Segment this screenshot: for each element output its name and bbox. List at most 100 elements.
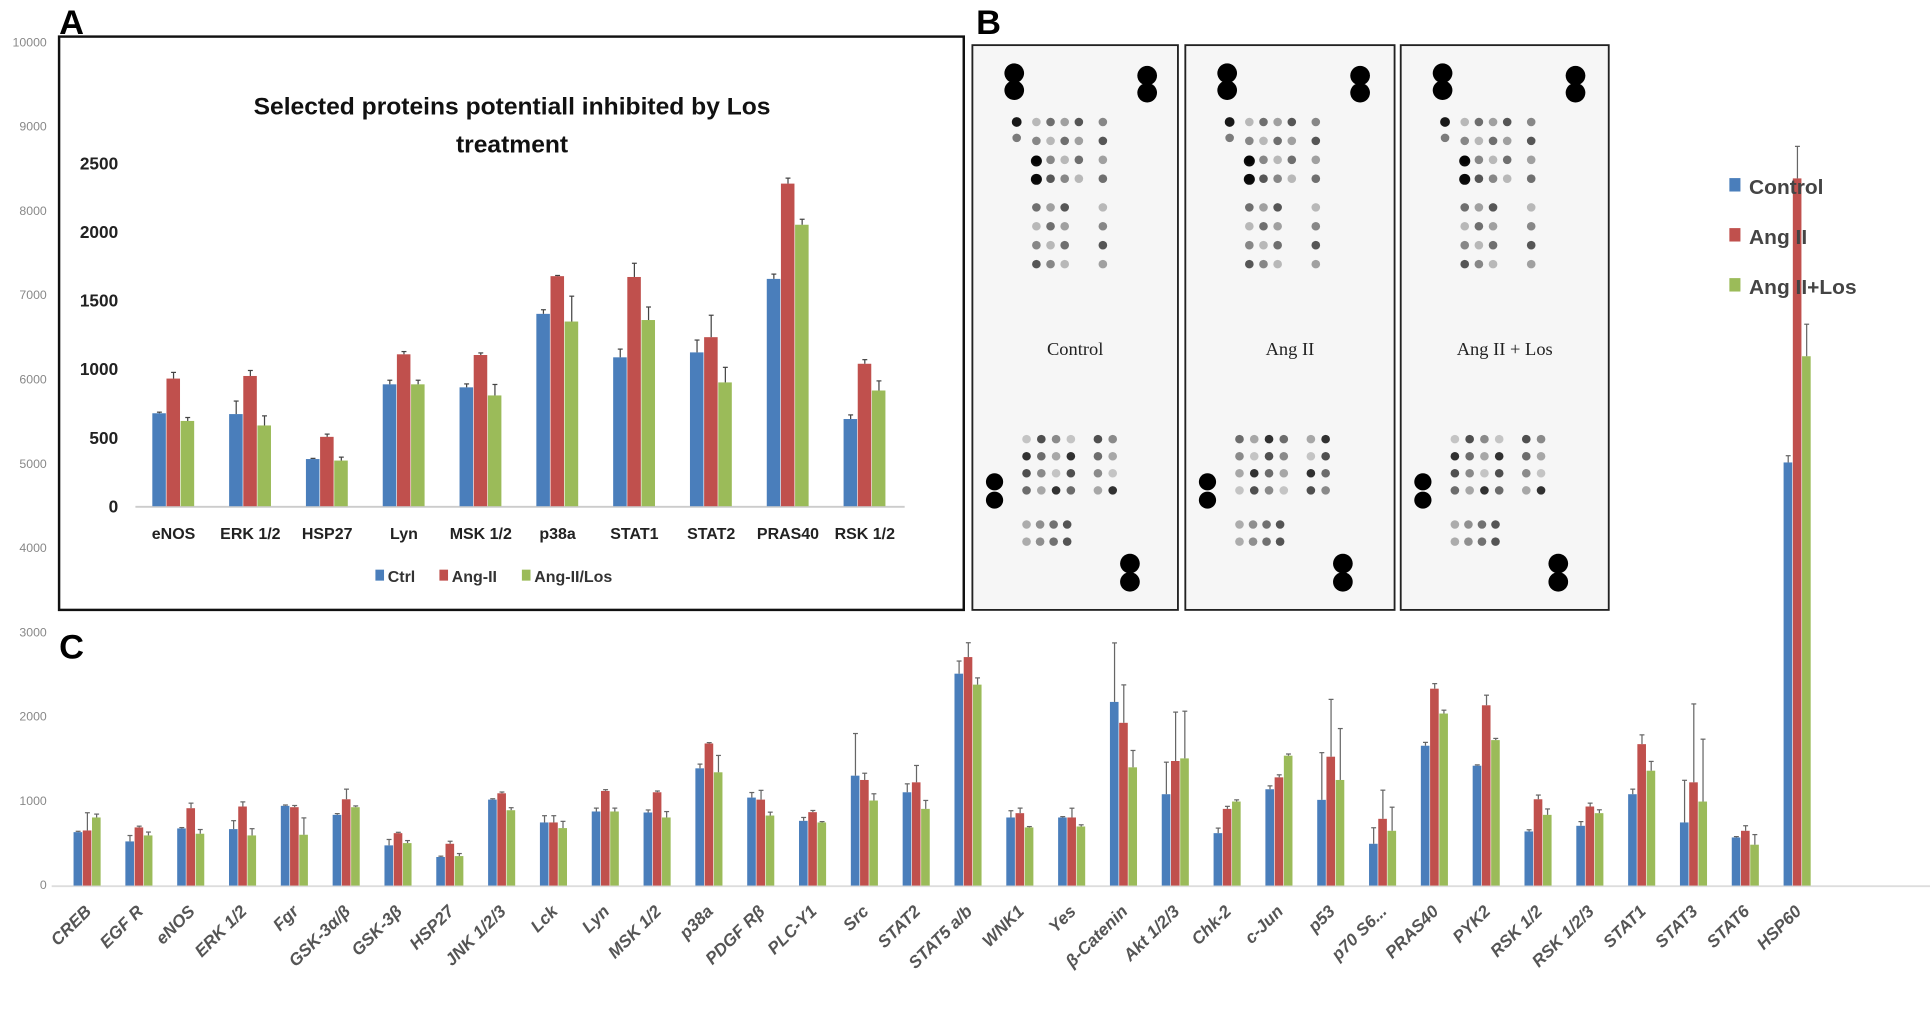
bar-ang-ii-los bbox=[558, 828, 567, 886]
blot-spot bbox=[1432, 63, 1453, 83]
category-label: ERK 1/2 bbox=[220, 526, 281, 543]
blot-spot bbox=[1235, 486, 1244, 495]
bar-ang-ii bbox=[320, 436, 334, 507]
bar-ang-ii-los bbox=[1439, 713, 1448, 886]
bar-ang-ii bbox=[704, 337, 718, 507]
bar-ang-ii bbox=[1015, 813, 1025, 886]
bar-ang-ii bbox=[243, 375, 257, 507]
blot-spot bbox=[1012, 133, 1022, 143]
blot-spot bbox=[1046, 174, 1055, 183]
blot-spot bbox=[1066, 486, 1076, 495]
blot-spot bbox=[1311, 259, 1321, 269]
blot-spot bbox=[1477, 520, 1487, 529]
blot-spot bbox=[1243, 155, 1255, 167]
blot-spot bbox=[1022, 486, 1031, 495]
category-label: STAT2 bbox=[687, 526, 735, 543]
blot-spot bbox=[1460, 136, 1470, 146]
blot-spot bbox=[1321, 434, 1330, 444]
category-label: Lck bbox=[526, 900, 562, 936]
blot-spot bbox=[1249, 469, 1259, 478]
blot-spot bbox=[1098, 203, 1108, 212]
y-tick-label: 500 bbox=[89, 428, 118, 448]
category-label: HSP27 bbox=[302, 526, 353, 543]
blot-spot bbox=[1037, 469, 1046, 478]
category-label: WNK1 bbox=[978, 901, 1028, 951]
bar-ang-ii bbox=[860, 779, 869, 886]
blot-spot bbox=[1450, 469, 1460, 478]
blot-spot bbox=[1120, 553, 1140, 574]
bar-ang-ii bbox=[1222, 808, 1232, 886]
panel-label-c: C bbox=[59, 629, 84, 667]
blot-spot bbox=[1120, 572, 1140, 592]
blot-spot bbox=[1488, 203, 1498, 212]
blot-spot bbox=[1488, 117, 1498, 127]
blot-spot bbox=[1333, 572, 1353, 592]
bar-ang-ii-los bbox=[1076, 826, 1086, 886]
legend-swatch bbox=[375, 569, 385, 581]
blot-spot bbox=[1032, 240, 1041, 250]
blot-spot bbox=[1273, 259, 1282, 269]
blot-spot bbox=[1273, 240, 1282, 250]
blot-spot bbox=[1066, 469, 1076, 478]
blot-spot bbox=[1350, 65, 1370, 86]
category-label: STAT3 bbox=[1651, 901, 1702, 952]
bar-ctrl bbox=[382, 384, 397, 507]
blot-spot bbox=[1526, 136, 1536, 146]
blot-spot bbox=[1259, 117, 1268, 127]
bar-control bbox=[1369, 843, 1378, 886]
bar-control bbox=[1006, 817, 1015, 886]
blot-spot bbox=[1032, 117, 1041, 127]
blot-spot bbox=[1093, 486, 1103, 495]
bar-ang-ii-los bbox=[334, 460, 348, 507]
blot-spot bbox=[1306, 451, 1316, 461]
blot-spot bbox=[1037, 434, 1046, 444]
category-label: PRAS40 bbox=[757, 526, 819, 543]
blot-spot bbox=[1460, 259, 1470, 269]
bar-ang-ii bbox=[1119, 722, 1128, 886]
blot-membrane bbox=[1184, 44, 1396, 611]
blot-spot bbox=[1287, 174, 1297, 183]
blot-spot bbox=[1051, 434, 1061, 444]
category-label: p38a bbox=[674, 901, 717, 944]
blot-spot bbox=[1046, 117, 1055, 127]
bar-ang-ii bbox=[166, 378, 181, 507]
blot-spot bbox=[1245, 136, 1254, 146]
blot-spot bbox=[1074, 136, 1084, 146]
category-label: PYK2 bbox=[1448, 901, 1494, 947]
bar-control bbox=[1161, 794, 1171, 886]
legend-label: Ctrl bbox=[388, 569, 416, 586]
blot-spot bbox=[1032, 136, 1041, 146]
category-label: p38a bbox=[539, 526, 576, 543]
blot-spot bbox=[1488, 259, 1498, 269]
blot-spot bbox=[1046, 259, 1055, 269]
y-tick-label: 3000 bbox=[19, 625, 47, 639]
blot-spot bbox=[1450, 451, 1460, 461]
bar-control bbox=[488, 799, 497, 886]
category-label: PLC-Y1 bbox=[763, 901, 821, 958]
blot-spot bbox=[1249, 434, 1259, 444]
y-tick-label: 4000 bbox=[19, 541, 47, 555]
bar-ang-ii-los bbox=[972, 684, 982, 886]
blot-spot bbox=[1060, 240, 1070, 250]
blot-spot bbox=[1287, 136, 1297, 146]
blot-spot bbox=[1536, 486, 1546, 495]
blot-spot bbox=[1474, 174, 1484, 183]
y-tick-label: 1500 bbox=[80, 291, 118, 311]
bar-control bbox=[954, 673, 964, 886]
blot-spot bbox=[1350, 82, 1370, 103]
blot-spot bbox=[1022, 520, 1031, 529]
blot-spot bbox=[1259, 136, 1268, 146]
blot-spot bbox=[1306, 469, 1316, 478]
bar-ang-ii bbox=[1326, 756, 1336, 886]
bar-control bbox=[539, 822, 549, 886]
blot-spot bbox=[1321, 469, 1330, 478]
blot-spot bbox=[1450, 434, 1460, 444]
blot-label: Control bbox=[1047, 339, 1103, 359]
panel-label-b: B bbox=[976, 4, 1001, 42]
category-label: MSK 1/2 bbox=[450, 526, 512, 543]
blot-spot bbox=[1062, 537, 1072, 546]
blot-spot bbox=[1273, 136, 1282, 146]
bar-ang-ii-los bbox=[1128, 767, 1138, 886]
bar-control bbox=[1109, 701, 1119, 886]
bar-ang-ii bbox=[473, 354, 488, 507]
